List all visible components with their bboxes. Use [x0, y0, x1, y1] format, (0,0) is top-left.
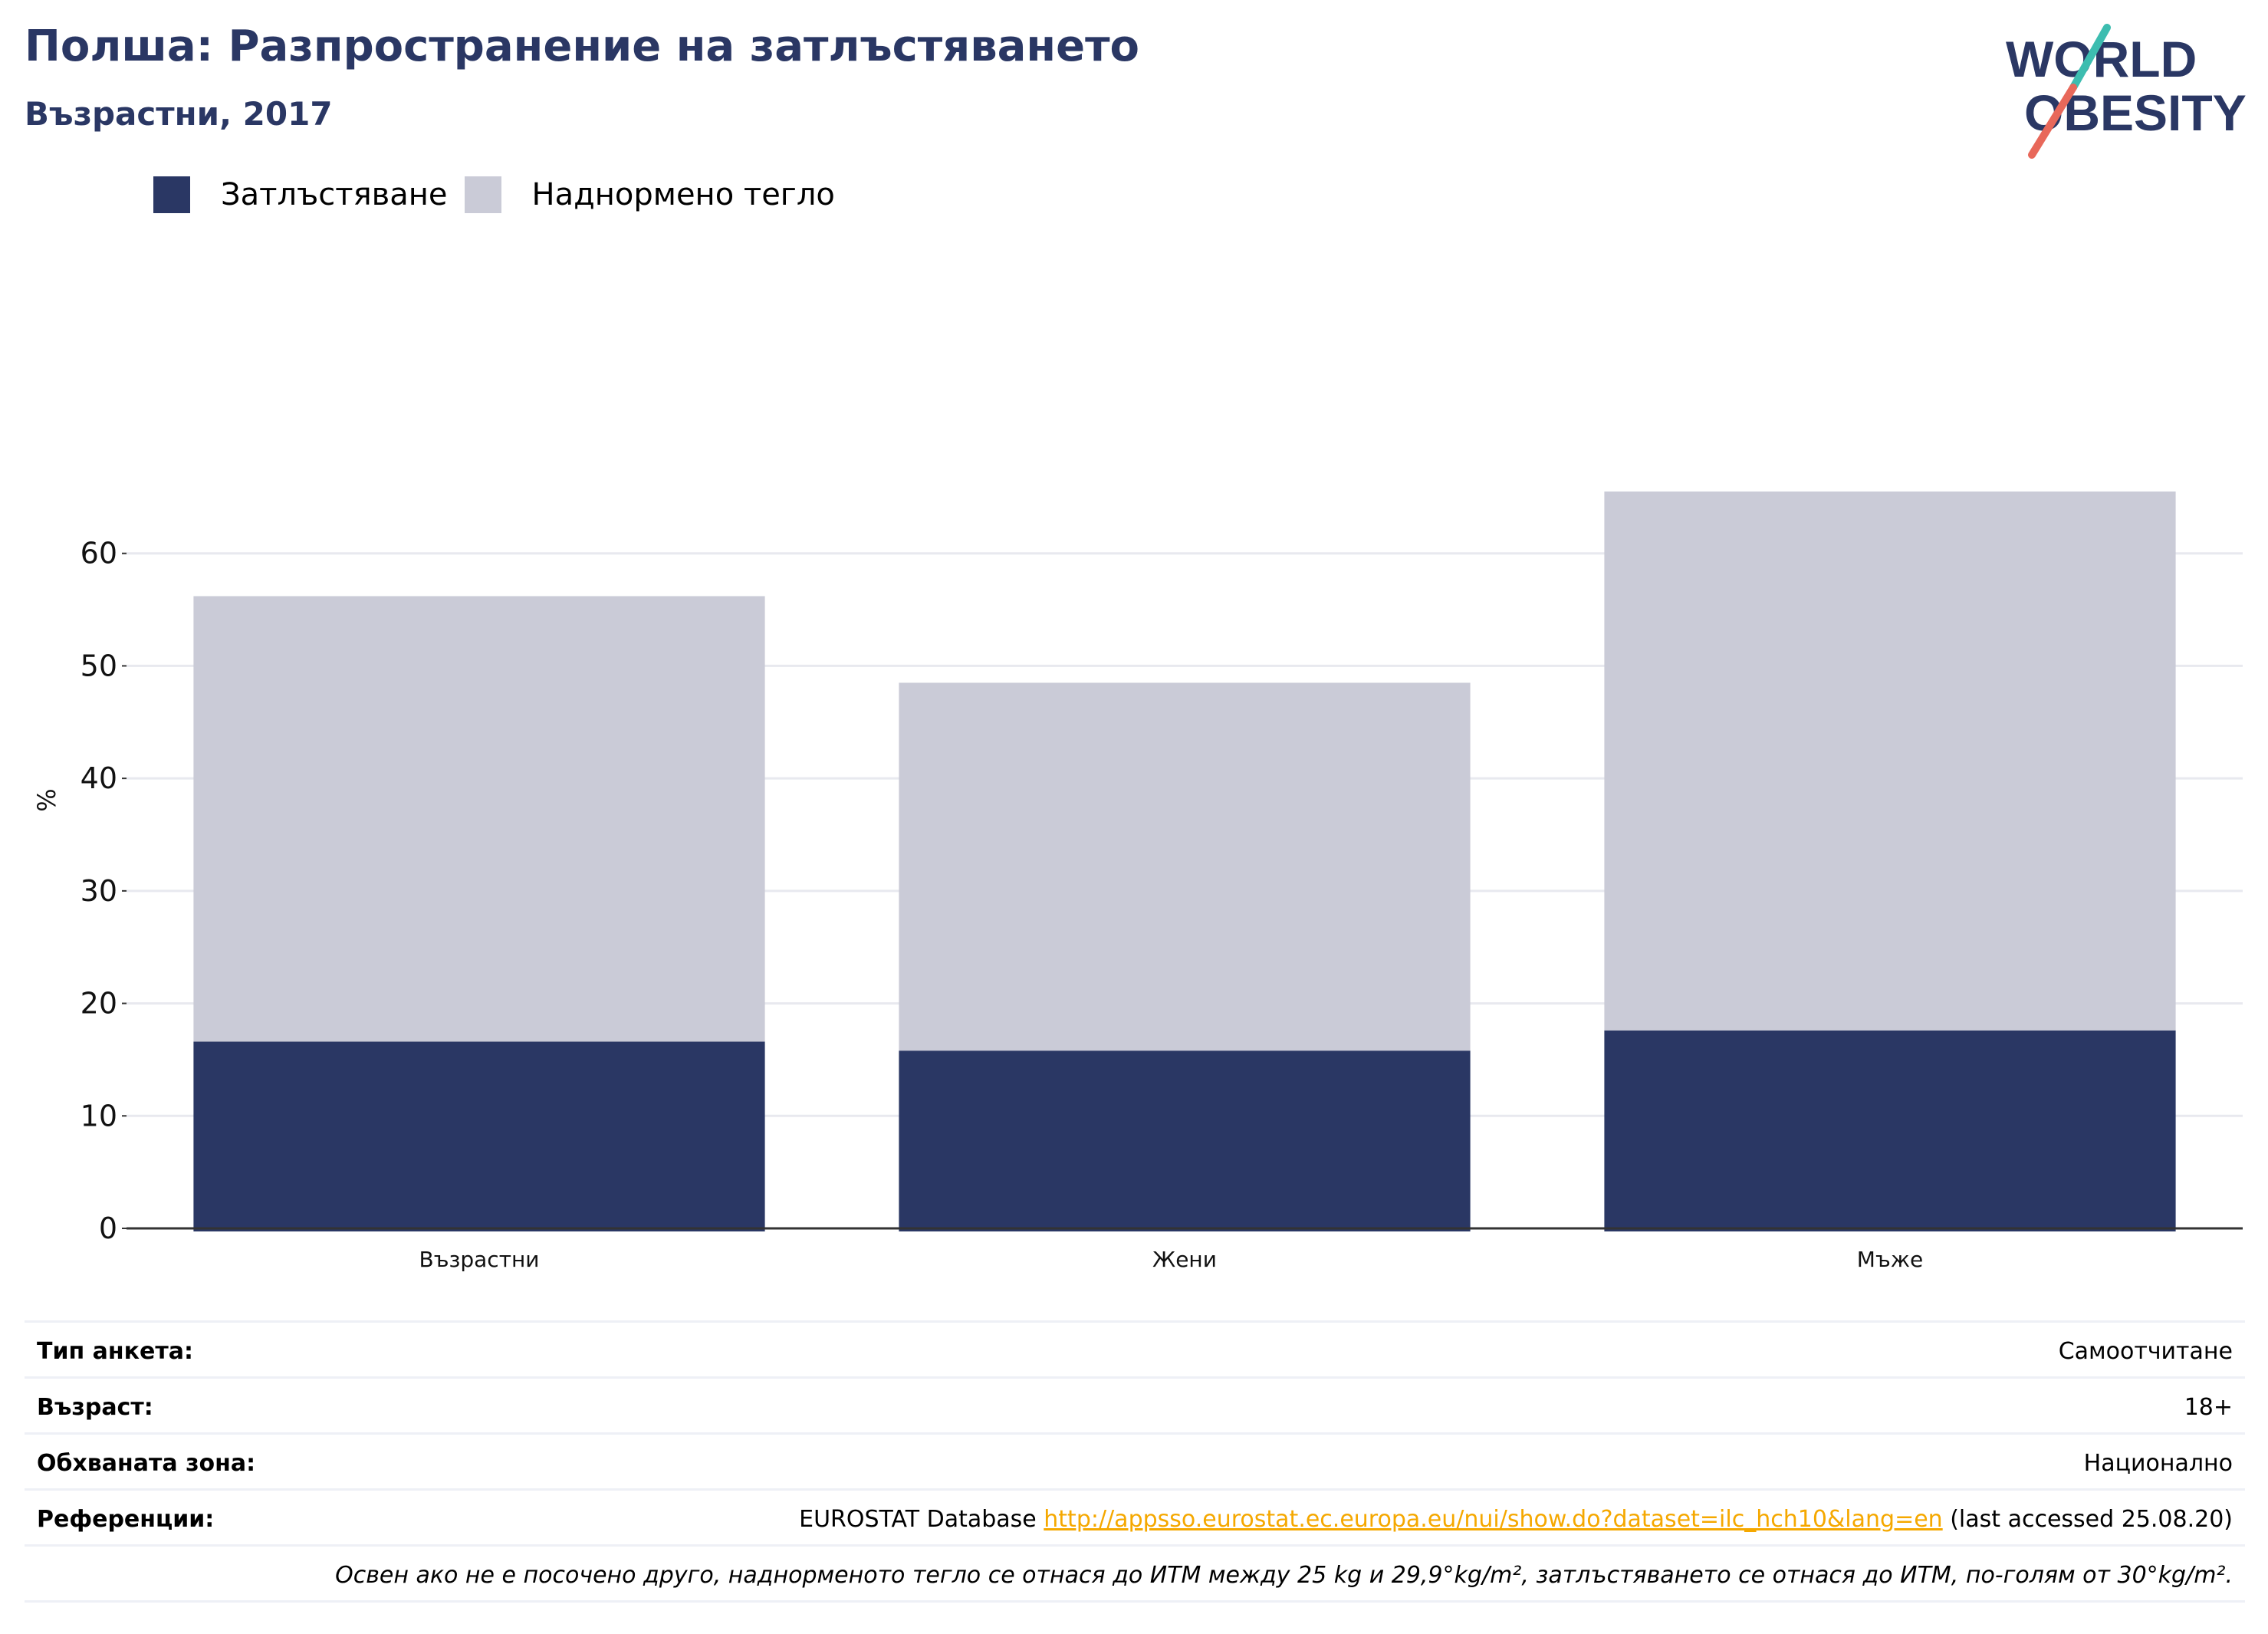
meta-row-survey-type: Тип анкета: Самоотчитане	[25, 1320, 2245, 1376]
meta-label-age: Възраст:	[37, 1394, 153, 1421]
metadata-table: Тип анкета: Самоотчитане Възраст: 18+ Об…	[25, 1320, 2245, 1603]
y-tick-label-10: 10	[81, 1099, 117, 1133]
bar-overweight-2	[899, 682, 1471, 1051]
bar-obesity-1	[193, 1041, 765, 1231]
references-suffix: (last accessed 25.08.20)	[1942, 1506, 2233, 1533]
y-tick-label-30: 30	[81, 874, 117, 908]
y-tick-label-40: 40	[81, 761, 117, 795]
world-obesity-logo: WORLD OBESITY	[2006, 24, 2247, 159]
bar-obesity-2	[899, 1050, 1471, 1231]
legend-swatch-obesity	[153, 176, 190, 213]
bar-overweight-3	[1604, 492, 2176, 1031]
meta-row-note: Освен ако не е посочено друго, наднормен…	[25, 1544, 2245, 1603]
legend: Затлъстяване Наднормено тегло	[153, 176, 852, 213]
y-axis-label: %	[32, 788, 61, 811]
meta-label-survey-type: Тип анкета:	[37, 1338, 193, 1365]
meta-note: Освен ако не е посочено друго, наднормен…	[335, 1562, 2233, 1589]
bar-overweight-1	[193, 596, 765, 1042]
legend-label-overweight: Наднормено тегло	[531, 177, 835, 212]
meta-value-survey-type: Самоотчитане	[2058, 1338, 2233, 1365]
chart-title: Полша: Разпространение на затлъстяването	[25, 21, 1140, 71]
logo-slash-bottom-icon	[2028, 84, 2077, 159]
meta-row-age: Възраст: 18+	[25, 1376, 2245, 1432]
x-tick-label-1: Възрастни	[419, 1247, 539, 1272]
references-link[interactable]: http://appsso.eurostat.ec.europa.eu/nui/…	[1044, 1506, 1943, 1533]
chart-subtitle: Възрастни, 2017	[25, 95, 333, 133]
meta-row-area: Обхваната зона: Национално	[25, 1432, 2245, 1488]
y-tick-label-50: 50	[81, 649, 117, 682]
legend-label-obesity: Затлъстяване	[221, 177, 448, 212]
meta-label-references: Референции:	[37, 1506, 215, 1533]
y-tick-label-60: 60	[81, 537, 117, 570]
stacked-bar-chart: 0 10 20 30 40 50 60% Възрастни Жени Мъже	[32, 492, 2243, 1272]
meta-value-age: 18+	[2184, 1394, 2233, 1421]
references-prefix: EUROSTAT Database	[799, 1506, 1044, 1533]
legend-item-obesity[interactable]: Затлъстяване	[153, 176, 448, 213]
bar-obesity-3	[1604, 1030, 2176, 1231]
logo-slash-top-icon	[2069, 24, 2111, 91]
x-tick-label-3: Мъже	[1857, 1247, 1923, 1272]
meta-row-references: Референции: EUROSTAT Database http://app…	[25, 1488, 2245, 1544]
y-tick-label-20: 20	[81, 987, 117, 1021]
legend-item-overweight[interactable]: Наднормено тегло	[464, 176, 835, 213]
meta-value-references: EUROSTAT Database http://appsso.eurostat…	[799, 1506, 2233, 1533]
meta-label-area: Обхваната зона:	[37, 1450, 256, 1477]
legend-swatch-overweight	[464, 176, 501, 213]
y-tick-label-0: 0	[99, 1212, 117, 1245]
x-tick-label-2: Жени	[1152, 1247, 1217, 1272]
meta-value-area: Национално	[2083, 1450, 2233, 1477]
